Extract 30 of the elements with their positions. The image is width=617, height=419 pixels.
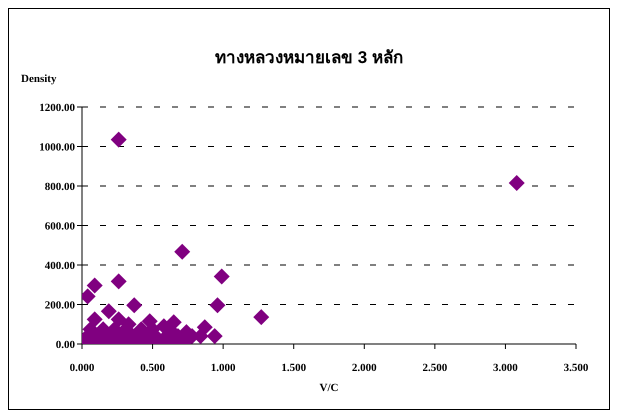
point — [209, 297, 226, 314]
point — [110, 132, 127, 148]
chart-title: ทางหลวงหมายเลข 3 หลัก — [214, 47, 404, 69]
point — [86, 278, 103, 294]
y-tick-label: 400.00 — [44, 260, 76, 272]
y-axis-title: Density — [21, 73, 56, 85]
x-tick-label: 2.500 — [422, 362, 448, 374]
x-tick-label: 1.000 — [210, 362, 236, 374]
x-tick-label: 3.500 — [564, 362, 589, 374]
point — [126, 297, 142, 314]
y-tick-label: 600.00 — [44, 220, 76, 232]
x-tick-label: 0.500 — [140, 362, 166, 374]
point — [214, 268, 230, 284]
x-tick-label: 1.500 — [281, 362, 307, 374]
x-axis-title: V/C — [320, 382, 339, 394]
point — [86, 311, 103, 328]
y-tick-label: 1200.00 — [39, 102, 76, 114]
point — [100, 303, 117, 320]
point — [206, 328, 223, 344]
y-tick-label: 200.00 — [44, 299, 76, 312]
point — [174, 244, 190, 260]
x-tick-label: 0.000 — [70, 362, 95, 374]
point — [253, 309, 270, 326]
y-tick-label: 0.00 — [56, 338, 76, 351]
y-tick-label: 1000.00 — [39, 141, 76, 154]
y-tick-label: 800.00 — [44, 180, 76, 193]
x-tick-label: 3.000 — [493, 362, 518, 374]
point — [110, 273, 127, 290]
point — [508, 175, 525, 192]
x-tick-label: 2.000 — [352, 362, 378, 374]
